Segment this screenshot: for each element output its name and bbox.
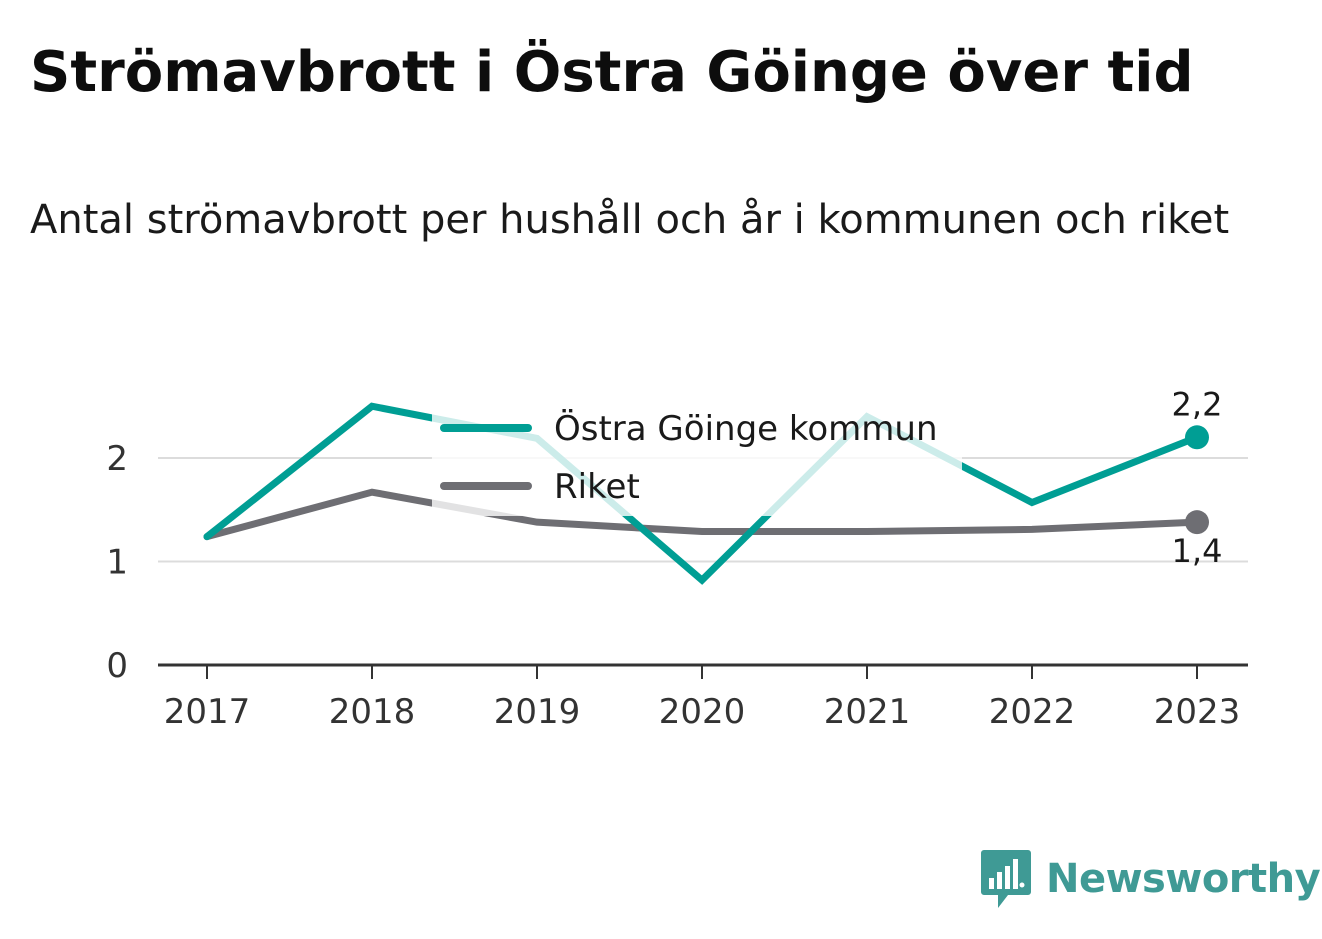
legend: Östra Göinge kommun Riket bbox=[432, 398, 962, 516]
legend-label-series-1: Östra Göinge kommun bbox=[554, 408, 938, 449]
x-tick-label: 2020 bbox=[659, 692, 746, 732]
chart-subtitle: Antal strömavbrott per hushåll och år i … bbox=[30, 197, 1230, 243]
chart-title: Strömavbrott i Östra Göinge över tid bbox=[30, 40, 1194, 105]
x-tick-label: 2018 bbox=[329, 692, 416, 732]
end-value-label-series-1: 2,2 bbox=[1172, 385, 1223, 423]
x-tick-label: 2023 bbox=[1154, 692, 1241, 732]
end-markers: 2,2 1,4 bbox=[1172, 385, 1223, 570]
series-lines bbox=[203, 402, 1201, 585]
series-line-1 bbox=[203, 402, 1201, 585]
end-value-label-series-2: 1,4 bbox=[1172, 532, 1223, 570]
y-tick-label: 0 bbox=[106, 646, 128, 686]
brand-name: Newsworthy bbox=[1046, 856, 1321, 902]
legend-background bbox=[432, 398, 962, 516]
bar-chart-speech-bubble-icon bbox=[981, 850, 1031, 908]
end-marker-series-1 bbox=[1185, 425, 1209, 450]
x-tick-label: 2019 bbox=[494, 692, 581, 732]
x-axis: 2017 2018 2019 2020 2021 2022 2023 bbox=[158, 663, 1248, 732]
x-tick-label: 2022 bbox=[989, 692, 1076, 732]
series-line-2 bbox=[203, 488, 1201, 541]
y-tick-label: 1 bbox=[106, 543, 128, 583]
end-marker-series-2 bbox=[1185, 510, 1209, 535]
y-tick-label: 2 bbox=[106, 439, 128, 479]
x-tick-label: 2021 bbox=[824, 692, 911, 732]
newsworthy-logo: Newsworthy bbox=[980, 848, 1321, 910]
x-tick-label: 2017 bbox=[164, 692, 251, 732]
legend-label-series-2: Riket bbox=[554, 467, 640, 507]
